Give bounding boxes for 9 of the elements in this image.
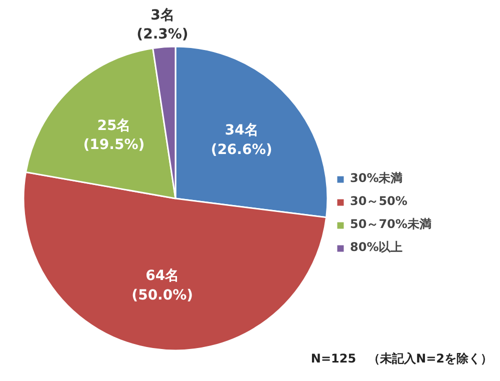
legend-label: 80%以上 [350, 239, 403, 256]
data-label: 3名 (2.3%) [136, 7, 188, 43]
data-label: 64名 (50.0%) [132, 268, 194, 304]
data-label: 25名 (19.5%) [83, 118, 145, 153]
text: N=125 （未記入N=2を除く） [310, 352, 492, 366]
legend-label: 50～70%未満 [350, 216, 432, 233]
data-label: 34名 (26.6%) [210, 122, 272, 158]
legend-label: 30～50% [350, 193, 408, 210]
legend-label: 30%未満 [350, 170, 403, 187]
